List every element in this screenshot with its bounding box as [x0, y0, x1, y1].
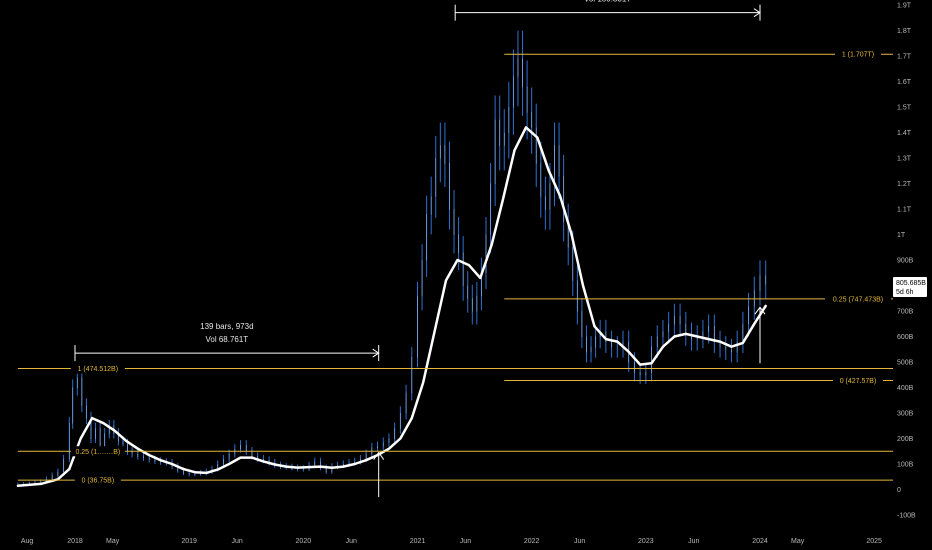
fib-label-bg — [70, 363, 125, 374]
measure-bars-label: 139 bars, 973d — [200, 322, 253, 331]
x-axis-tick-label: 2020 — [296, 538, 312, 545]
y-axis-tick-label: 1.2T — [897, 181, 912, 188]
measure-arrowhead — [753, 8, 761, 18]
price-bars — [17, 30, 767, 487]
y-axis-tick-label: 600B — [897, 334, 914, 341]
y-axis-tick-label: 1.8T — [897, 28, 912, 35]
current-price-countdown: 5d 6h — [896, 289, 914, 296]
x-axis-tick-label: Jun — [460, 538, 471, 545]
y-axis-tick-label: -100B — [897, 513, 916, 520]
fib-level-label: 0 (36.75B) — [81, 478, 114, 485]
x-axis-tick-label: 2023 — [638, 538, 654, 545]
fib-level-label: 0 (427.57B) — [840, 378, 877, 385]
y-axis-tick-label: 0 — [897, 487, 901, 494]
fib-level-label: 0.25 (1….…B) — [75, 449, 120, 456]
x-axis-tick-label: Jun — [574, 538, 585, 545]
y-axis-tick-label: 400B — [897, 385, 914, 392]
y-axis-tick-label: 1.1T — [897, 207, 912, 214]
x-axis-tick-label: Aug — [21, 538, 34, 545]
y-axis-tick-label: 200B — [897, 436, 914, 443]
y-axis-tick-label: 1.6T — [897, 79, 912, 86]
fib-label-bg — [70, 446, 125, 457]
fib-label-bg — [833, 375, 883, 386]
x-axis-tick-label: 2019 — [181, 538, 197, 545]
measure-arrowhead — [372, 348, 380, 358]
arrow-head — [754, 306, 766, 315]
arrow-head — [373, 451, 385, 460]
fib-label-bg — [835, 49, 881, 60]
y-axis-tick-label: 1.5T — [897, 105, 912, 112]
x-axis-tick-label: 2018 — [67, 538, 83, 545]
x-axis-tick-label: Jun — [346, 538, 357, 545]
measure-volume-label: Vol 68.761T — [205, 335, 248, 344]
current-price-value: 805.685B — [896, 280, 926, 287]
x-axis-tick-label: May — [791, 538, 805, 545]
x-axis-tick-label: 2022 — [524, 538, 540, 545]
fib-level-label: 1 (1.707T) — [842, 52, 874, 59]
x-axis-tick-label: 2024 — [752, 538, 768, 545]
measure-volume-label: Vol 150.331T — [584, 0, 631, 4]
current-price-tag — [893, 277, 927, 298]
x-axis-tick-label: Jun — [688, 538, 699, 545]
y-axis-tick-label: 700B — [897, 309, 914, 316]
fib-level-label: 1 (474.512B) — [78, 366, 118, 373]
y-axis-tick-label: 1.9T — [897, 3, 912, 10]
y-axis-tick-label: 1.4T — [897, 130, 912, 137]
x-axis-tick-label: 2021 — [410, 538, 426, 545]
y-axis-tick-label: 500B — [897, 360, 914, 367]
fib-label-bg — [74, 475, 121, 486]
y-axis-tick-label: 1T — [897, 232, 906, 239]
fib-level-label: 0.25 (747.473B) — [833, 296, 883, 303]
moving-average-line — [16, 126, 767, 487]
y-axis-tick-label: 900B — [897, 258, 914, 265]
y-axis-tick-label: 1.7T — [897, 54, 912, 61]
fib-label-bg — [825, 293, 891, 304]
x-axis-tick-label: 2025 — [866, 538, 882, 545]
x-axis-tick-label: May — [106, 538, 120, 545]
x-axis-tick-label: Jun — [231, 538, 242, 545]
y-axis-tick-label: 100B — [897, 462, 914, 469]
y-axis-tick-label: 300B — [897, 411, 914, 418]
y-axis-tick-label: 1.3T — [897, 156, 912, 163]
